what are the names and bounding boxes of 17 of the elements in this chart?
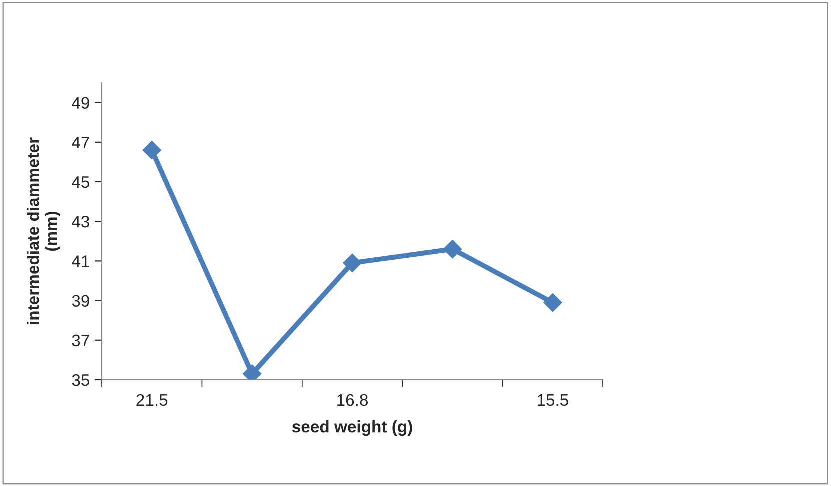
y-axis-title: intermediate diammeter (mm) — [27, 138, 61, 324]
y-tick-label: 39 — [72, 295, 90, 308]
y-tick-label: 47 — [72, 136, 90, 148]
y-tick-label: 35 — [72, 374, 90, 386]
point — [142, 140, 162, 160]
y-tick-label: 43 — [72, 216, 90, 228]
y-tick-label: 49 — [72, 97, 90, 110]
y-tick-label: 41 — [72, 256, 90, 268]
y-tick-label: 37 — [72, 334, 90, 347]
point — [443, 240, 462, 259]
x-tick-label: 16.8 — [338, 394, 368, 406]
x-axis-title: seed weight (g) — [292, 420, 412, 436]
x-tick-label: 15.5 — [538, 394, 568, 406]
y-tick-label: 45 — [72, 176, 90, 188]
point — [544, 293, 562, 312]
x-tick-label: 21.5 — [136, 394, 168, 406]
point — [343, 254, 362, 273]
